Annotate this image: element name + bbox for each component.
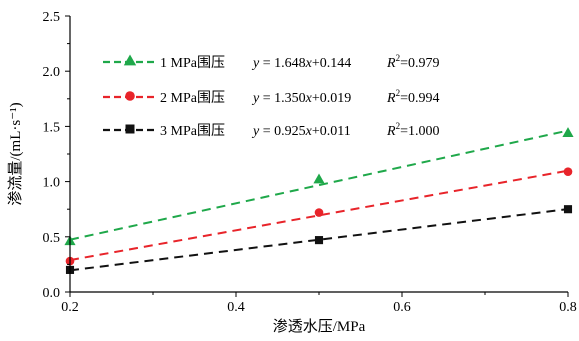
y-tick-label: 1.0	[43, 176, 61, 191]
y-axis-label: 渗流量/(mL·s⁻¹)	[7, 102, 24, 205]
data-point-series-3	[314, 236, 324, 245]
legend-equation-series-3: y = 0.925x+0.011	[251, 124, 351, 139]
y-tick-label: 2.5	[43, 10, 61, 25]
legend-marker-series-2	[125, 91, 135, 101]
fit-line-series-2	[69, 169, 569, 262]
legend-r2-series-1: R2=0.979	[386, 53, 439, 71]
y-tick-label: 0.0	[43, 286, 61, 301]
x-tick-label: 0.6	[393, 300, 411, 315]
legend-label-series-1: 1 MPa围压	[160, 56, 225, 71]
plot-area	[64, 127, 574, 274]
y-tick-label: 2.0	[43, 65, 61, 80]
legend-label-series-3: 3 MPa围压	[160, 124, 225, 139]
legend-r2-series-3: R2=1.000	[386, 121, 439, 139]
legend-label-series-2: 2 MPa围压	[160, 91, 225, 106]
x-tick-label: 0.2	[61, 300, 79, 315]
y-ticks: 0.0 0.5 1.0 1.5 2.0 2.5	[43, 10, 70, 301]
data-point-series-1	[562, 127, 574, 137]
data-point-series-2	[563, 167, 573, 176]
y-tick-label: 0.5	[43, 231, 61, 246]
fit-line-series-3	[69, 208, 569, 272]
x-tick-label: 0.4	[227, 300, 245, 315]
y-tick-label: 1.5	[43, 120, 61, 135]
x-axis-label: 渗透水压/MPa	[273, 318, 366, 335]
data-point-series-2	[314, 208, 324, 217]
legend-marker-series-1	[123, 54, 137, 66]
fit-line-series-1	[69, 129, 569, 241]
data-point-series-1	[313, 173, 325, 184]
legend-r2-series-2: R2=0.994	[386, 88, 439, 106]
legend: 1 MPa围压 y = 1.648x+0.144 R2=0.979 2 MPa围压 y …	[103, 53, 439, 139]
legend-equation-series-2: y = 1.350x+0.019	[251, 91, 351, 106]
x-tick-label: 0.8	[559, 300, 577, 315]
legend-equation-series-1: y = 1.648x+0.144	[251, 56, 351, 71]
data-point-series-3	[563, 205, 573, 214]
legend-marker-series-3	[125, 124, 135, 134]
x-ticks: 0.2 0.4 0.6 0.8	[61, 292, 577, 315]
